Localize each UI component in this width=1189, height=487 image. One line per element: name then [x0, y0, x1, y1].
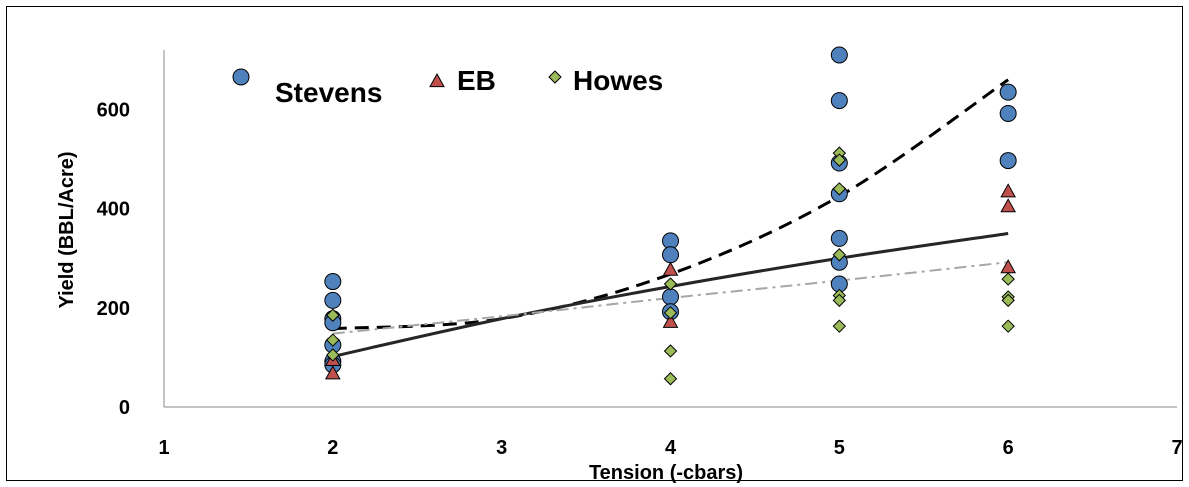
stevens-point	[999, 83, 1017, 101]
howes-point	[326, 308, 340, 322]
howes-point	[663, 344, 678, 358]
y-axis-title: Yield (BBL/Acre)	[56, 151, 78, 308]
legend-marker-stevens	[232, 68, 250, 86]
howes-point	[663, 277, 678, 291]
chart-frame	[6, 6, 1183, 481]
data-markers	[324, 46, 1017, 386]
x-tick-label: 6	[1003, 437, 1014, 459]
stevens-point	[662, 288, 679, 306]
x-tick-label: 5	[834, 437, 845, 459]
legend-label-howes: Howes	[573, 65, 663, 96]
x-tick-label: 2	[327, 437, 338, 459]
eb-point	[662, 313, 679, 328]
legend-marker-eb	[429, 72, 445, 88]
x-tick-label: 1	[158, 437, 169, 459]
howes-point	[832, 248, 847, 262]
x-tick-label: 3	[496, 437, 507, 459]
howes-point	[1001, 319, 1015, 333]
legend: Stevens EB Howes	[232, 65, 663, 108]
eb-point	[1000, 259, 1017, 274]
stevens-point	[830, 92, 848, 110]
howes-point	[663, 306, 678, 320]
howes-point	[1001, 293, 1015, 308]
legend-label-stevens: Stevens	[275, 77, 382, 108]
howes-point	[832, 293, 847, 308]
trendline-dashed	[332, 78, 1010, 331]
axes	[163, 50, 1177, 408]
howes-point	[663, 372, 678, 386]
stevens-point	[830, 229, 848, 247]
howes-point	[326, 348, 340, 362]
eb-point	[1000, 183, 1017, 198]
stevens-point	[999, 152, 1017, 170]
stevens-point	[324, 291, 342, 309]
howes-point	[832, 319, 847, 333]
stevens-point	[662, 246, 679, 264]
x-axis-title: Tension (-cbars)	[589, 462, 743, 484]
stevens-point	[830, 46, 848, 64]
howes-point	[326, 333, 340, 347]
stevens-point	[324, 273, 342, 291]
howes-point	[1001, 272, 1015, 286]
tick-labels: 0 200 400 600 1 2 3 4 5 6 7	[97, 100, 1183, 460]
x-tick-label: 4	[665, 437, 677, 459]
eb-point	[1000, 198, 1017, 213]
eb-point	[662, 261, 679, 276]
y-tick-label: 600	[97, 100, 130, 122]
y-tick-label: 400	[97, 199, 130, 221]
eb-point	[324, 365, 341, 380]
trendline-dash-dot	[332, 261, 1009, 335]
howes-point	[832, 153, 847, 167]
x-tick-label: 7	[1171, 437, 1182, 459]
howes-point	[832, 182, 847, 196]
legend-label-eb: EB	[457, 65, 496, 96]
stevens-point	[999, 104, 1017, 122]
legend-marker-howes	[548, 70, 562, 84]
y-tick-label: 0	[119, 397, 130, 419]
y-tick-label: 200	[97, 298, 130, 320]
